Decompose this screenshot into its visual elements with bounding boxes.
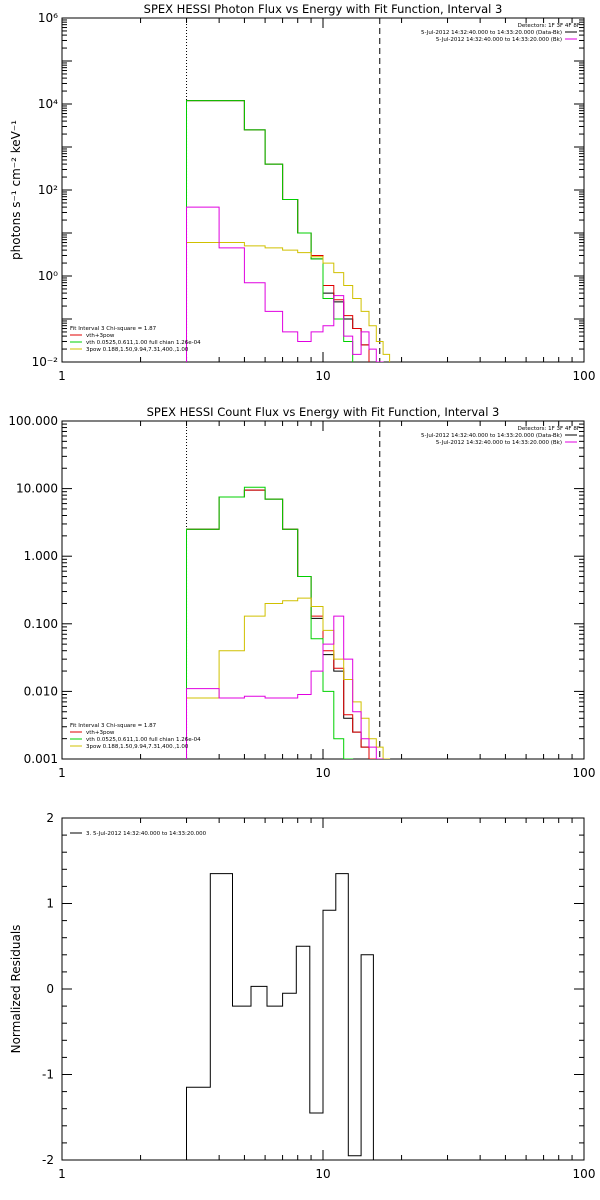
series-1-line (186, 873, 387, 1160)
legend-entry: vth 0.0525,0.611,1.00 full chian 1.26e-0… (86, 340, 201, 346)
y-tick-label: 1 (46, 897, 54, 911)
x-tick-label: 1 (58, 1167, 66, 1181)
series-2-line (186, 100, 370, 362)
y-tick-label: 10⁴ (38, 97, 58, 111)
legend-entry: vth+3pow (86, 333, 115, 339)
y-tick-label: 10² (38, 183, 58, 197)
legend-entry: 3pow 0.188,1.50,9.94,7.31,400.,1.00 (86, 744, 189, 750)
chart-panel-1 (61, 17, 585, 363)
series-1-line (186, 489, 377, 759)
legend-detectors: Detectors: 1F 3F 4F 8F (518, 426, 580, 432)
legend-entry: vth 0.0525,0.611,1.00 full chian 1.26e-0… (86, 737, 201, 743)
x-tick-label: 10 (315, 369, 330, 383)
series-3-line (186, 100, 354, 362)
y-axis-label: Normalized Residuals (9, 925, 23, 1054)
legend-fit-header: Fit Interval 3 Chi-square = 1.87 (70, 326, 157, 332)
y-tick-label: -1 (42, 1068, 54, 1082)
x-tick-label: 100 (573, 1167, 596, 1181)
y-axis-label: photons s⁻¹ cm⁻² keV⁻¹ (9, 120, 23, 260)
y-tick-label: 0.010 (24, 684, 58, 698)
y-tick-label: 0 (46, 982, 54, 996)
x-tick-label: 100 (573, 766, 596, 780)
chart-title: SPEX HESSI Photon Flux vs Energy with Fi… (144, 2, 503, 16)
chart-title: SPEX HESSI Count Flux vs Energy with Fit… (147, 405, 500, 419)
series-5-line (186, 615, 384, 759)
y-tick-label: 2 (46, 811, 54, 825)
y-tick-label: 10⁶ (38, 11, 58, 25)
y-tick-label: 10.000 (16, 482, 58, 496)
series-3-line (186, 486, 354, 759)
y-tick-label: 0.001 (24, 752, 58, 766)
series-2-line (186, 489, 377, 759)
legend-entry: 5-Jul-2012 14:32:40.000 to 14:33:20.000 … (421, 30, 562, 36)
series-1-line (186, 100, 370, 362)
legend-entry: 3. 5-Jul-2012 14:32:40.000 to 14:33:20.0… (86, 831, 207, 837)
legend-detectors: Detectors: 1F 3F 4F 8F (518, 23, 580, 29)
y-tick-label: 10⁻² (32, 355, 59, 369)
y-tick-label: 0.100 (24, 617, 58, 631)
chart-panel-3 (61, 817, 585, 1161)
x-tick-label: 10 (315, 1167, 330, 1181)
x-tick-label: 1 (58, 369, 66, 383)
chart-panel-2 (61, 420, 585, 760)
series-5-line (186, 206, 384, 362)
legend-entry: 5-Jul-2012 14:32:40.000 to 14:33:20.000 … (436, 440, 562, 446)
legend-entry: 5-Jul-2012 14:32:40.000 to 14:33:20.000 … (436, 37, 562, 43)
plot-frame (61, 420, 585, 760)
y-tick-label: 10⁰ (38, 269, 58, 283)
legend-entry: 3pow 0.188,1.50,9.94,7.31,400.,1.00 (86, 347, 189, 353)
y-tick-label: 100.000 (8, 414, 58, 428)
legend-entry: 5-Jul-2012 14:32:40.000 to 14:33:20.000 … (421, 433, 562, 439)
series-4-line (186, 242, 391, 362)
x-tick-label: 10 (315, 766, 330, 780)
x-tick-label: 1 (58, 766, 66, 780)
x-tick-label: 100 (573, 369, 596, 383)
legend-entry: vth+3pow (86, 730, 115, 736)
legend-fit-header: Fit Interval 3 Chi-square = 1.87 (70, 723, 157, 729)
y-tick-label: 1.000 (24, 549, 58, 563)
series-4-line (186, 597, 391, 759)
plot-frame (61, 17, 585, 363)
y-tick-label: -2 (42, 1153, 54, 1167)
